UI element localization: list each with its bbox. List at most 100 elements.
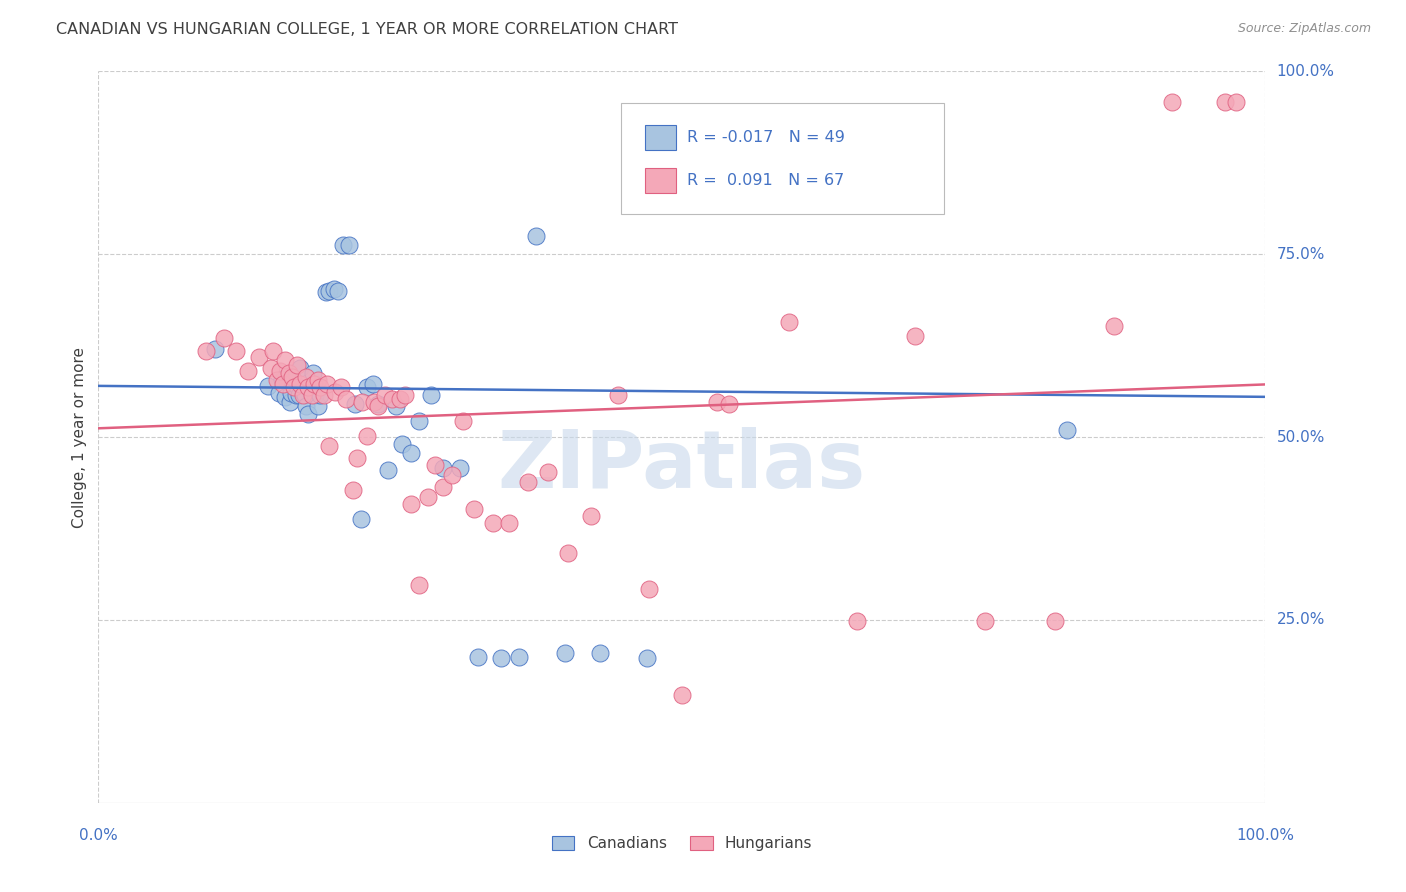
Point [1045,615,1067,629]
Point [301,387,323,401]
Point [274,353,297,368]
Point [377,463,399,477]
Point [1161,95,1184,109]
Point [262,343,284,358]
Point [281,370,304,384]
Point [204,343,226,357]
Point [323,282,346,296]
Point [249,350,271,364]
Point [423,458,446,472]
Point [214,331,236,345]
Point [706,395,728,409]
Point [316,377,339,392]
Point [1102,318,1125,333]
Point [285,379,308,393]
Point [280,386,302,401]
Point [278,395,301,409]
Point [302,366,325,380]
Point [489,651,512,665]
Point [449,460,471,475]
Text: CANADIAN VS HUNGARIAN COLLEGE, 1 YEAR OR MORE CORRELATION CHART: CANADIAN VS HUNGARIAN COLLEGE, 1 YEAR OR… [56,22,678,37]
Point [309,387,332,401]
Point [288,387,311,401]
Point [318,284,340,298]
Point [323,384,346,399]
Point [1225,95,1247,109]
Point [638,582,661,597]
Point [270,371,292,385]
Point [337,238,360,252]
Point [636,651,658,665]
Text: Source: ZipAtlas.com: Source: ZipAtlas.com [1237,22,1371,36]
Point [194,343,217,358]
Point [717,397,740,411]
Point [408,578,430,592]
Point [508,649,530,664]
Point [846,615,869,629]
Point [363,395,385,409]
Point [346,450,368,465]
Point [284,387,307,401]
Point [342,483,364,497]
Point [332,238,354,252]
Point [283,371,305,385]
Legend: Canadians, Hungarians: Canadians, Hungarians [546,830,818,857]
Point [420,387,443,401]
Point [297,380,319,394]
Point [394,387,416,401]
Point [307,400,329,414]
Text: ZIPatlas: ZIPatlas [498,427,866,506]
Point [451,414,474,428]
Point [367,397,389,411]
Point [579,509,602,524]
Point [307,373,329,387]
Point [606,387,628,401]
Point [516,475,538,490]
Text: R = -0.017   N = 49: R = -0.017 N = 49 [688,130,845,145]
Point [256,379,278,393]
Point [290,360,312,375]
Point [344,397,367,411]
Point [312,387,335,401]
Point [276,376,298,390]
Point [374,387,396,401]
Y-axis label: College, 1 year or more: College, 1 year or more [72,347,87,527]
Text: 0.0%: 0.0% [79,828,118,843]
Point [399,497,422,511]
Point [266,373,288,387]
Point [315,285,337,300]
Point [778,314,800,328]
Point [271,377,294,392]
Text: 25.0%: 25.0% [1277,613,1324,627]
Point [274,390,297,404]
Point [367,400,389,414]
Point [554,646,576,660]
Point [295,370,318,384]
Point [283,380,305,394]
Point [399,446,422,460]
Point [361,377,384,392]
Point [904,329,927,343]
Point [299,384,322,399]
Point [269,386,291,401]
Text: 50.0%: 50.0% [1277,430,1324,444]
Point [318,439,340,453]
Point [277,366,299,380]
Point [467,649,489,664]
Point [297,407,319,421]
Point [482,516,505,531]
Point [236,364,259,378]
Point [294,387,316,401]
Point [1213,95,1236,109]
Point [285,359,308,373]
Point [416,490,439,504]
Point [524,228,547,243]
Point [388,392,411,406]
Point [432,460,454,475]
Point [537,465,560,479]
Text: 75.0%: 75.0% [1277,247,1324,261]
Text: R =  0.091   N = 67: R = 0.091 N = 67 [688,173,844,188]
Point [352,395,374,409]
Text: 100.0%: 100.0% [1277,64,1334,78]
Point [385,400,408,414]
